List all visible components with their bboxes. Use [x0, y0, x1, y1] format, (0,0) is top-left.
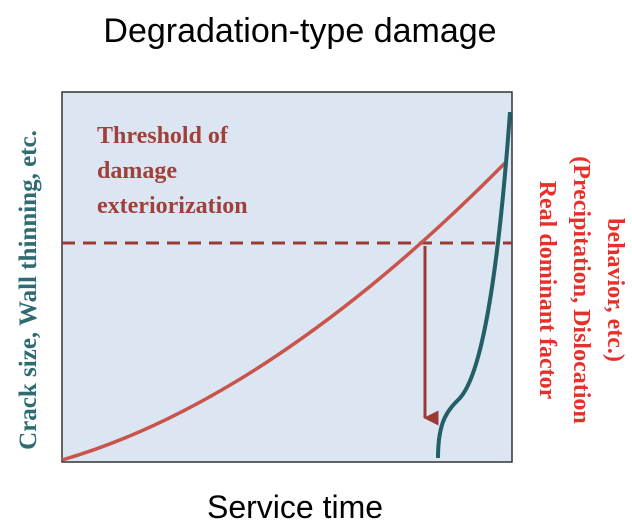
plot-area	[61, 91, 513, 463]
annotation: exteriorization	[97, 193, 248, 219]
left-axis-label: Crack size, Wall thinning, etc.	[15, 130, 42, 450]
annotation: damage	[97, 158, 177, 184]
annotation: Threshold of	[97, 123, 229, 149]
right-axis-label: (Precipitation, Dislocation	[568, 156, 594, 424]
bottom-axis-label: Service time	[207, 489, 383, 525]
real-curve	[436, 111, 512, 459]
apparent-curve	[61, 161, 507, 462]
title: Degradation-type damage	[103, 12, 496, 50]
right-axis-label: Real dominant factor	[534, 181, 560, 400]
right-axis-label: behavior, etc.)	[602, 218, 628, 362]
